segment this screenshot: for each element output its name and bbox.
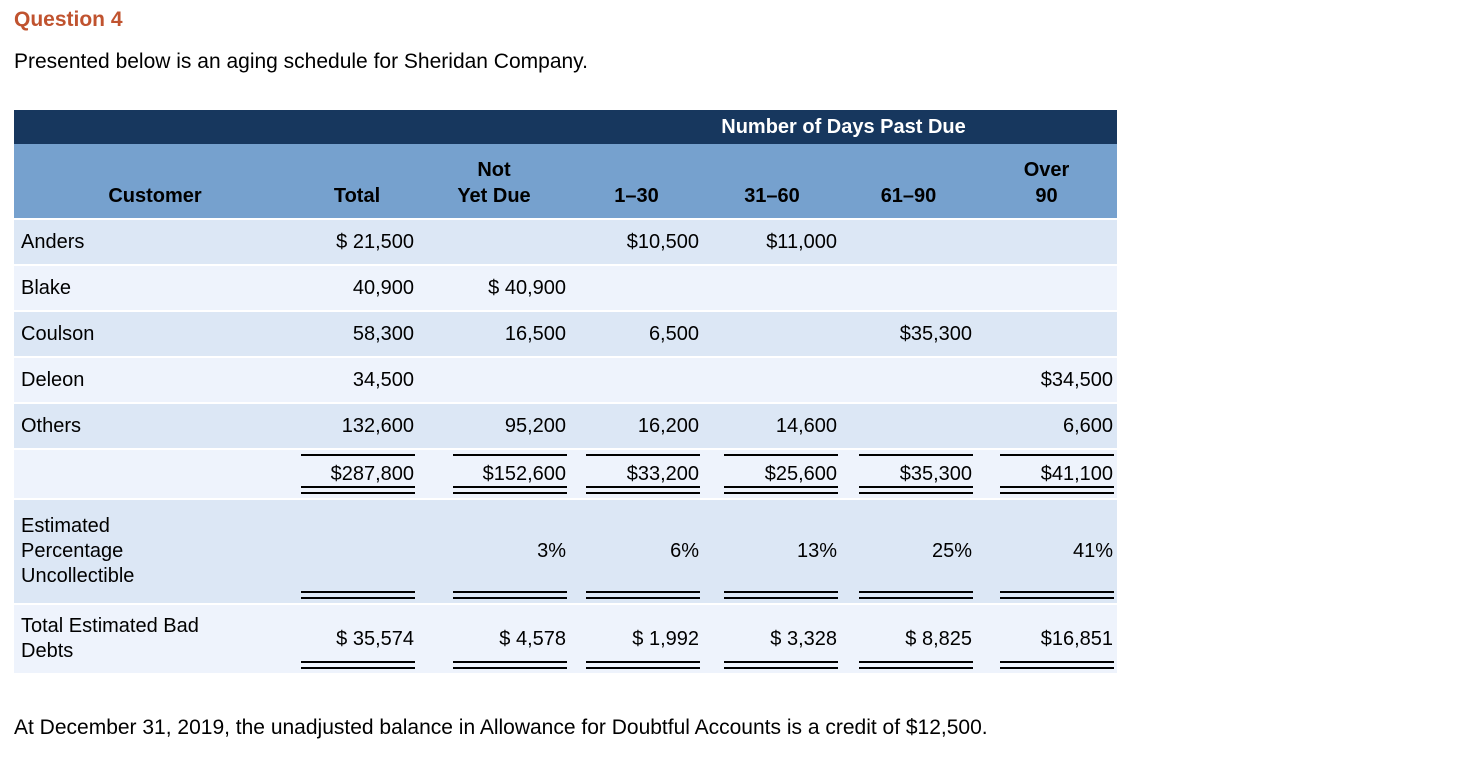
cell-31-60: $25,600 [703, 450, 841, 500]
cell-31-60: 14,600 [703, 404, 841, 450]
cell-total: $287,800 [296, 450, 418, 500]
column-header-31-60: 31–60 [703, 144, 841, 220]
cell-over-90: 41% [976, 500, 1118, 605]
cell-61-90 [841, 266, 976, 312]
cell-over-90 [976, 312, 1118, 358]
cell-not-yet-due: 95,200 [418, 404, 570, 450]
banner-row: Number of Days Past Due [14, 110, 1118, 144]
cell-1-30: 6% [570, 500, 703, 605]
cell-31-60 [703, 358, 841, 404]
cell-not-yet-due: 3% [418, 500, 570, 605]
cell-61-90 [841, 358, 976, 404]
cell-customer: Others [14, 404, 296, 450]
table-row-coulson: Coulson 58,300 16,500 6,500 $35,300 [14, 312, 1118, 358]
cell-61-90: $35,300 [841, 312, 976, 358]
cell-1-30 [570, 358, 703, 404]
table-row-blake: Blake 40,900 $ 40,900 [14, 266, 1118, 312]
cell-row-label: Estimated Percentage Uncollectible [14, 500, 296, 605]
cell-61-90: 25% [841, 500, 976, 605]
cell-not-yet-due: $ 40,900 [418, 266, 570, 312]
cell-61-90 [841, 404, 976, 450]
cell-total: 40,900 [296, 266, 418, 312]
column-header-over-90: Over 90 [976, 144, 1118, 220]
cell-1-30: $33,200 [570, 450, 703, 500]
cell-customer: Anders [14, 220, 296, 266]
banner-spacer [14, 110, 570, 144]
intro-text: Presented below is an aging schedule for… [14, 50, 588, 73]
footer-text: At December 31, 2019, the unadjusted bal… [14, 716, 988, 739]
cell-customer: Deleon [14, 358, 296, 404]
column-header-not-yet-due: Not Yet Due [418, 144, 570, 220]
cell-not-yet-due: 16,500 [418, 312, 570, 358]
cell-31-60: $ 3,328 [703, 605, 841, 673]
cell-1-30: 16,200 [570, 404, 703, 450]
cell-over-90 [976, 220, 1118, 266]
cell-not-yet-due [418, 220, 570, 266]
column-header-1-30: 1–30 [570, 144, 703, 220]
table-row-total-estimated-bad-debts: Total Estimated Bad Debts $ 35,574 $ 4,5… [14, 605, 1118, 673]
cell-1-30 [570, 266, 703, 312]
cell-61-90 [841, 220, 976, 266]
cell-1-30: $ 1,992 [570, 605, 703, 673]
table-row-anders: Anders $ 21,500 $10,500 $11,000 [14, 220, 1118, 266]
table-row-column-totals: $287,800 $152,600 $33,200 $25,600 $35,30… [14, 450, 1118, 500]
column-header-row: Customer Total Not Yet Due 1–30 31–60 61… [14, 144, 1118, 220]
cell-over-90: $41,100 [976, 450, 1118, 500]
cell-1-30: $10,500 [570, 220, 703, 266]
cell-61-90: $ 8,825 [841, 605, 976, 673]
cell-not-yet-due [418, 358, 570, 404]
cell-not-yet-due: $ 4,578 [418, 605, 570, 673]
cell-total: $ 35,574 [296, 605, 418, 673]
cell-customer [14, 450, 296, 500]
column-header-customer: Customer [14, 144, 296, 220]
cell-customer: Blake [14, 266, 296, 312]
cell-row-label: Total Estimated Bad Debts [14, 605, 296, 673]
aging-schedule-table: Number of Days Past Due Customer Total N… [14, 110, 1118, 673]
cell-31-60 [703, 312, 841, 358]
cell-over-90: $16,851 [976, 605, 1118, 673]
cell-over-90: $34,500 [976, 358, 1118, 404]
cell-31-60: 13% [703, 500, 841, 605]
cell-31-60: $11,000 [703, 220, 841, 266]
cell-total: 132,600 [296, 404, 418, 450]
table-row-others: Others 132,600 95,200 16,200 14,600 6,60… [14, 404, 1118, 450]
column-header-61-90: 61–90 [841, 144, 976, 220]
table-row-deleon: Deleon 34,500 $34,500 [14, 358, 1118, 404]
table-row-estimated-percentage: Estimated Percentage Uncollectible 3% 6%… [14, 500, 1118, 605]
cell-total [296, 500, 418, 605]
banner-label: Number of Days Past Due [570, 110, 1118, 144]
cell-total: $ 21,500 [296, 220, 418, 266]
question-title: Question 4 [14, 8, 123, 31]
cell-total: 58,300 [296, 312, 418, 358]
cell-over-90 [976, 266, 1118, 312]
cell-customer: Coulson [14, 312, 296, 358]
cell-61-90: $35,300 [841, 450, 976, 500]
cell-total: 34,500 [296, 358, 418, 404]
cell-31-60 [703, 266, 841, 312]
column-header-total: Total [296, 144, 418, 220]
cell-not-yet-due: $152,600 [418, 450, 570, 500]
cell-over-90: 6,600 [976, 404, 1118, 450]
cell-1-30: 6,500 [570, 312, 703, 358]
